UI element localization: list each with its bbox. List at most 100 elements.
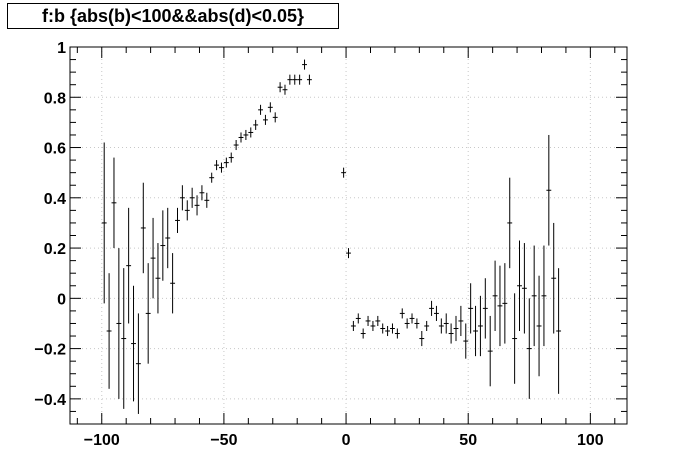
- data-point: [228, 152, 234, 163]
- data-point: [468, 283, 474, 334]
- data-point: [477, 295, 483, 357]
- data-point: [165, 207, 171, 269]
- y-tick-label: 0: [57, 291, 66, 308]
- data-point: [502, 263, 508, 344]
- data-point: [204, 192, 210, 208]
- data-point: [253, 119, 259, 130]
- data-point: [199, 185, 205, 201]
- data-point: [160, 210, 166, 281]
- x-tick-label: 50: [459, 432, 477, 449]
- data-point: [155, 243, 161, 314]
- data-point: [175, 207, 180, 233]
- data-point: [131, 285, 136, 402]
- data-point: [453, 315, 459, 342]
- data-point: [434, 305, 439, 321]
- y-tick-label: 1: [57, 40, 66, 57]
- data-point: [219, 162, 224, 173]
- data-point: [106, 273, 112, 389]
- data-point: [399, 308, 405, 319]
- data-point: [448, 323, 454, 344]
- x-tick-label: 0: [342, 432, 351, 449]
- y-tick-label: −0.4: [34, 392, 66, 409]
- data-point: [365, 315, 371, 326]
- data-point: [355, 313, 361, 324]
- data-point: [170, 253, 176, 314]
- data-point: [531, 245, 537, 347]
- data-point: [521, 243, 527, 334]
- data-point: [150, 217, 156, 299]
- data-point: [248, 127, 254, 138]
- data-point: [238, 132, 244, 143]
- data-point: [189, 187, 195, 208]
- y-tick-label: 0.2: [44, 241, 66, 258]
- chart-title: f:b {abs(b)<100&&abs(d)<0.05}: [41, 5, 305, 26]
- chart-title-box: f:b {abs(b)<100&&abs(d)<0.05}: [7, 3, 339, 29]
- data-point: [292, 74, 298, 85]
- data-point: [541, 245, 547, 347]
- data-point: [536, 275, 542, 377]
- data-point: [429, 300, 435, 316]
- data-point: [223, 157, 229, 168]
- data-point: [414, 318, 420, 329]
- x-tick-label: 100: [577, 432, 604, 449]
- data-point: [350, 320, 356, 332]
- data-point: [272, 112, 278, 123]
- data-point: [140, 182, 146, 274]
- data-point: [551, 222, 557, 334]
- data-point: [233, 139, 239, 151]
- x-tick-label: −100: [84, 432, 120, 449]
- data-point: [121, 268, 127, 409]
- data-point: [282, 84, 288, 95]
- data-point: [380, 323, 386, 334]
- data-point: [116, 248, 122, 399]
- data-point: [375, 315, 381, 326]
- data-point: [473, 305, 478, 357]
- data-point: [438, 318, 444, 334]
- data-point: [194, 195, 200, 216]
- data-point: [390, 323, 395, 334]
- data-point: [409, 313, 415, 324]
- data-point: [277, 82, 283, 93]
- data-point: [302, 59, 307, 70]
- data-point: [306, 74, 312, 85]
- data-point: [135, 313, 141, 414]
- data-point: [258, 104, 263, 115]
- data-point: [360, 328, 366, 339]
- data-point: [492, 260, 498, 332]
- data-point: [214, 160, 220, 171]
- data-point: [184, 200, 190, 221]
- data-point: [209, 172, 215, 183]
- data-point: [526, 298, 532, 399]
- y-tick-label: 0.4: [44, 191, 66, 208]
- data-point: [385, 325, 391, 337]
- data-points: [101, 59, 562, 414]
- data-point: [507, 177, 513, 269]
- data-point: [517, 240, 522, 332]
- data-point: [243, 129, 249, 140]
- data-point: [512, 293, 518, 384]
- data-point: [458, 305, 464, 337]
- data-point: [546, 134, 552, 246]
- data-point: [101, 142, 107, 304]
- data-point: [179, 185, 185, 211]
- y-tick-label: −0.2: [34, 342, 66, 359]
- data-point: [370, 320, 376, 332]
- data-point: [497, 265, 503, 347]
- data-point: [267, 102, 273, 113]
- data-point: [424, 320, 430, 332]
- y-tick-label: 0.8: [44, 90, 66, 107]
- data-point: [297, 74, 303, 85]
- data-point: [404, 318, 410, 329]
- data-point: [346, 248, 351, 259]
- data-point: [463, 323, 469, 359]
- axis-ticks: −100 −50 0 50 100 −0.4 −0.2 0 0.2 0.4 0.6 0.8 1: [34, 40, 627, 449]
- data-point: [443, 313, 449, 334]
- data-point: [556, 268, 562, 394]
- data-point: [419, 331, 425, 347]
- data-point: [111, 157, 117, 249]
- data-point: [126, 207, 132, 324]
- data-point: [287, 74, 293, 85]
- data-point: [394, 328, 400, 339]
